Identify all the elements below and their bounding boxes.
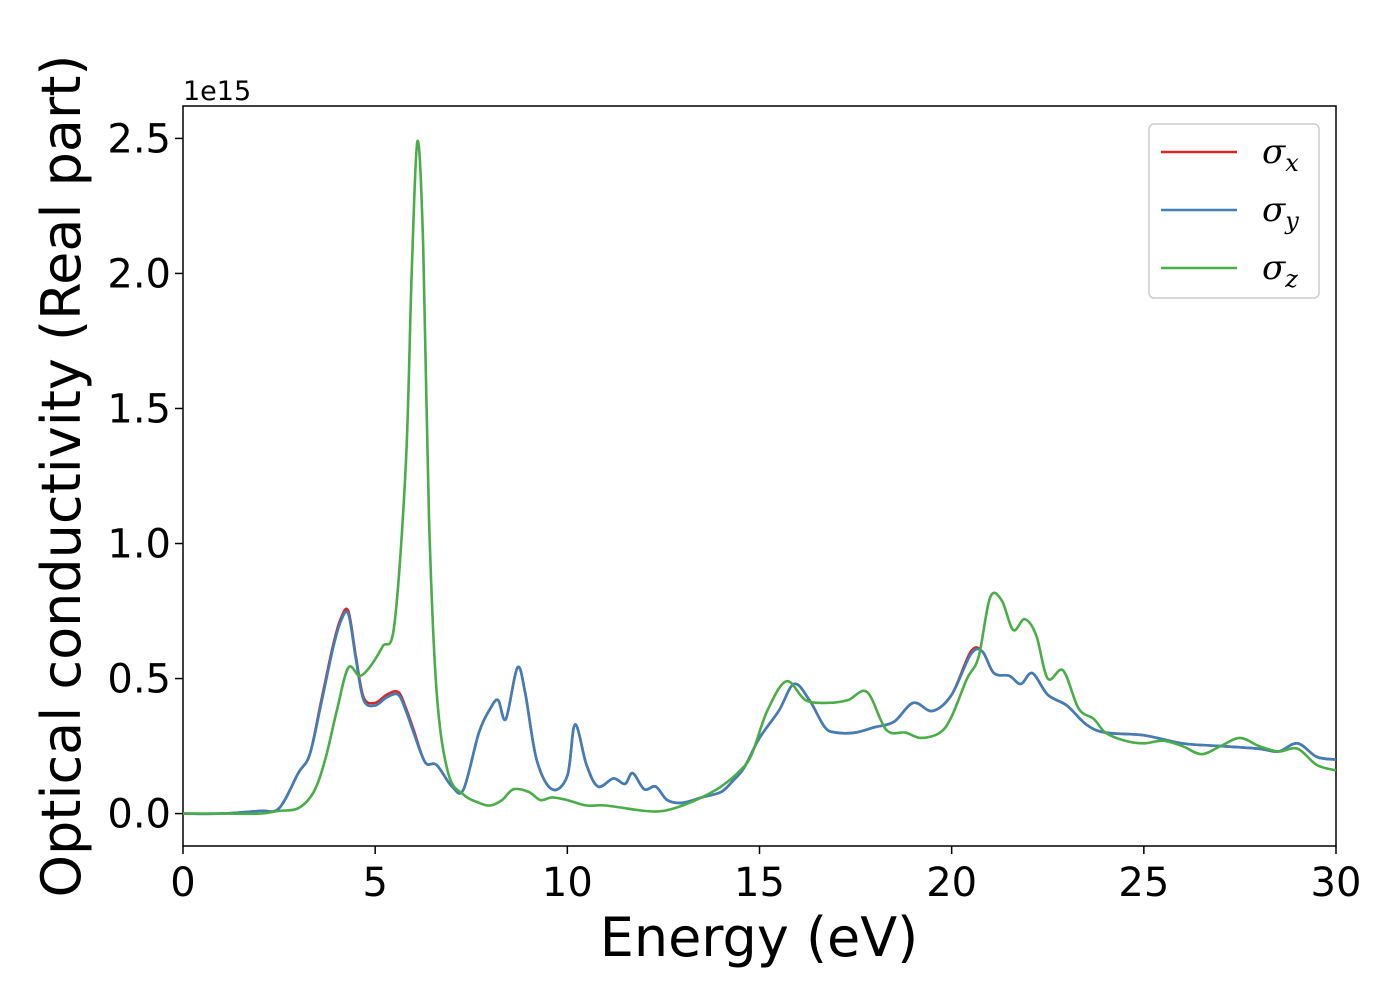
x-tick-label: 15: [734, 860, 785, 906]
y-tick-label: 2.0: [107, 251, 171, 297]
plot-area: [182, 105, 1337, 847]
legend: σx σy σz: [1148, 123, 1320, 299]
legend-label-z: σz: [1262, 248, 1298, 293]
legend-label-x: σx: [1262, 132, 1299, 177]
x-tick-label: 20: [926, 860, 977, 906]
x-tick-label: 30: [1311, 860, 1362, 906]
y-tick-label: 0.5: [107, 657, 171, 703]
y-tick-label: 2.5: [107, 116, 171, 162]
y-tick-label: 1.5: [107, 386, 171, 432]
series-line-z: [183, 139, 1337, 816]
y-tick-label: 0.0: [107, 792, 171, 838]
x-tick-label: 10: [542, 860, 593, 906]
series-layer: [182, 139, 1337, 816]
legend-entries: σx σy σz: [1161, 132, 1299, 293]
x-tick-label: 5: [362, 860, 387, 906]
x-axis-label: Energy (eV): [600, 906, 919, 969]
x-axis-ticks: 0 5 10 15 20 25 30: [170, 846, 1361, 906]
y-offset-label: 1e15: [183, 76, 251, 107]
y-axis-ticks: 0.0 0.5 1.0 1.5 2.0 2.5: [107, 116, 183, 838]
x-tick-label: 25: [1118, 860, 1169, 906]
legend-label-y: σy: [1262, 190, 1299, 235]
y-tick-label: 1.0: [107, 522, 171, 568]
y-axis-label: Optical conductivity (Real part): [30, 55, 93, 898]
series-line-y: [182, 610, 1337, 816]
x-tick-label: 0: [170, 860, 195, 906]
